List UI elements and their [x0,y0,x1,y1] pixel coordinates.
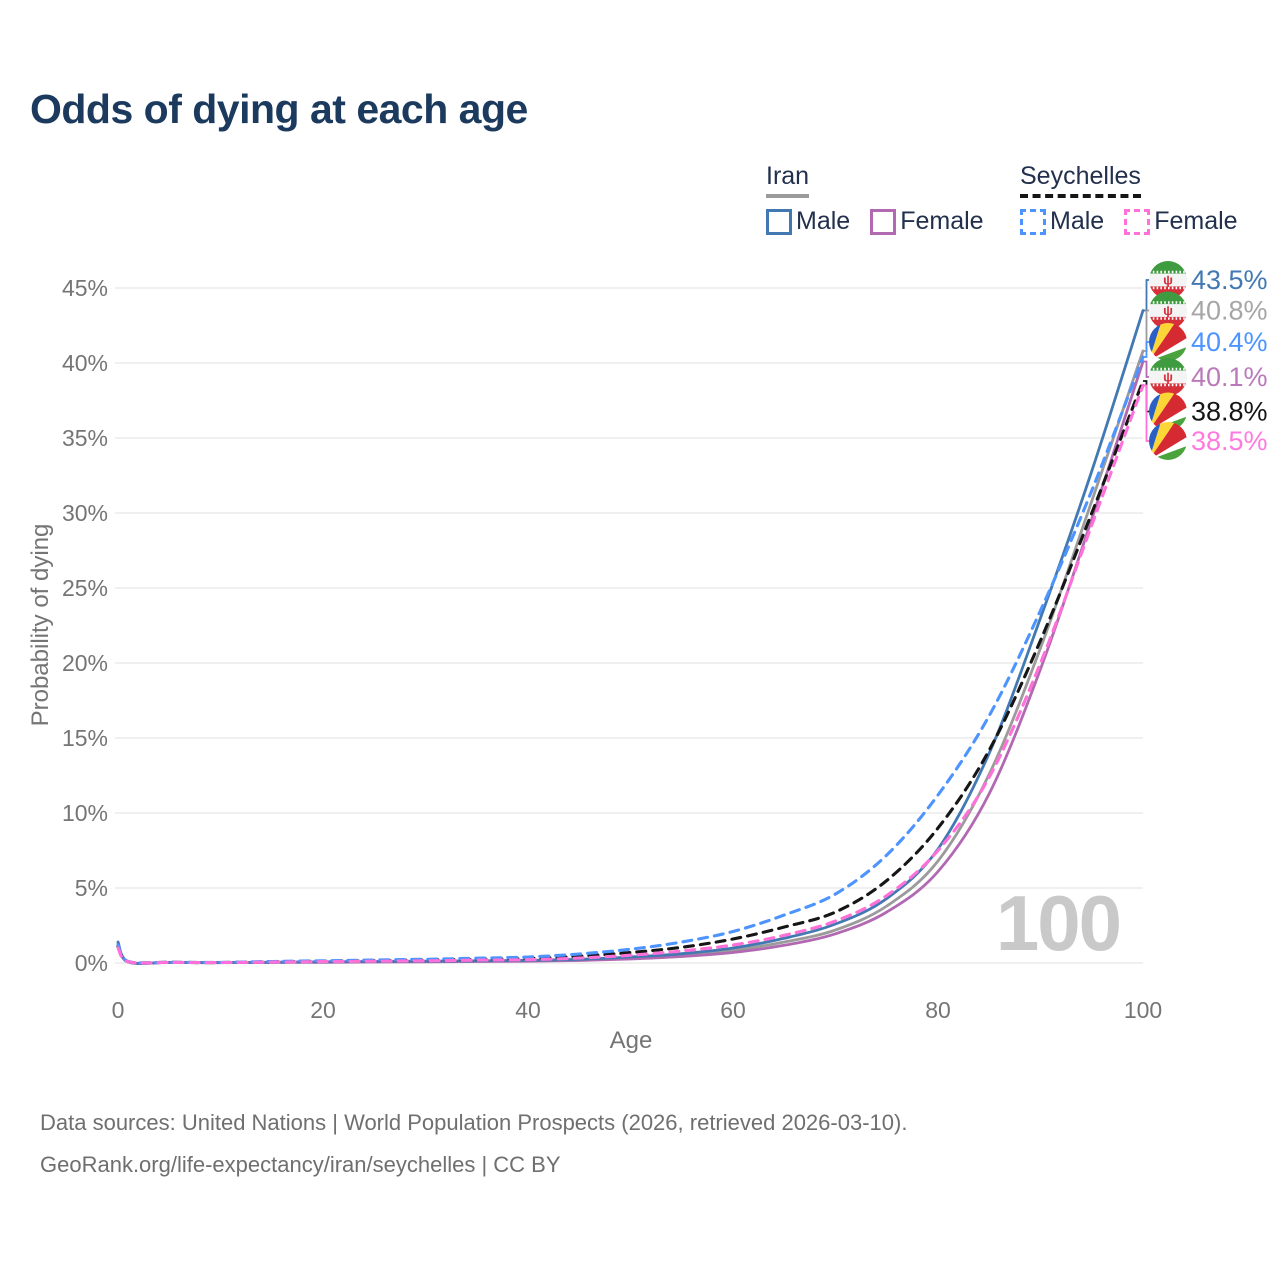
seychelles-flag-icon [1149,323,1187,361]
end-label-connector [1143,279,1150,312]
svg-text:ψ: ψ [1163,370,1173,385]
seychelles-male-swatch-icon[interactable] [1020,208,1046,235]
end-value-label-seychelles-total: 38.8% [1191,397,1268,427]
page-title: Odds of dying at each age [30,86,528,132]
y-tick-label: 10% [62,800,108,826]
seychelles-flag-icon [1149,422,1187,460]
legend-seychelles-female-label[interactable]: Female [1154,207,1238,235]
footer-attribution: GeoRank.org/life-expectancy/iran/seychel… [40,1152,561,1177]
end-value-label-iran-male: 43.5% [1191,265,1268,295]
chart-canvas[interactable]: 0% 5% 10% 15% 20% 25% 30% 35% 40% 45% 0 20 40 60 80 100… [0,0,1280,1090]
y-tick-label: 0% [75,950,108,976]
y-tick-label: 20% [62,650,108,676]
legend-country-seychelles[interactable]: Seychelles [1020,162,1141,198]
footer: Data sources: United Nations | World Pop… [40,1102,907,1186]
iran-flag-icon: ψ [1149,358,1187,396]
end-label-connector [1143,341,1150,358]
x-tick-label: 20 [310,997,336,1023]
y-tick-label: 45% [62,275,108,301]
legend-country-iran[interactable]: Iran [766,162,810,198]
end-value-label-seychelles-male: 40.4% [1191,327,1268,357]
footer-sources: Data sources: United Nations | World Pop… [40,1110,908,1135]
legend-iran-female-label[interactable]: Female [900,207,984,235]
y-tick-label: 15% [62,725,108,751]
x-tick-label: 40 [515,997,541,1023]
y-tick-label: 5% [75,875,108,901]
series-line-iran-total[interactable] [116,349,1145,965]
y-tick-label: 40% [62,350,108,376]
legend-iran-male-label[interactable]: Male [796,207,851,235]
end-label-connector [1143,309,1150,352]
y-tick-label: 35% [62,425,108,451]
x-axis-title: Age [610,1027,653,1054]
iran-female-swatch-icon[interactable] [870,208,897,235]
svg-text:ψ: ψ [1163,273,1173,288]
end-label-connector [1143,384,1150,442]
hover-age-watermark: 100 [996,879,1120,967]
end-value-label-seychelles-female: 38.5% [1191,426,1268,456]
legend-group-iran: Iran Male Female [766,162,1004,236]
legend-row-seychelles: Male Female [1020,207,1258,236]
x-tick-label: 100 [1124,997,1162,1023]
x-tick-label: 0 [112,997,125,1023]
series-line-iran-male[interactable] [116,309,1145,965]
series-line-seychelles-female[interactable] [116,383,1145,965]
end-label-connector [1143,360,1150,378]
series-line-seychelles-male[interactable] [116,355,1145,965]
legend-group-seychelles: Seychelles Male Female [1020,162,1258,236]
x-tick-label: 60 [720,997,746,1023]
svg-text:ψ: ψ [1163,303,1173,318]
x-tick-label: 80 [925,997,951,1023]
series-line-seychelles-total[interactable] [116,379,1145,965]
legend-row-iran: Male Female [766,207,1004,236]
y-tick-label: 30% [62,500,108,526]
y-axis-title: Probability of dying [27,524,54,727]
y-tick-label: 25% [62,575,108,601]
end-value-label-iran-female: 40.1% [1191,362,1268,392]
end-value-label-iran-total: 40.8% [1191,296,1268,326]
legend-seychelles-male-label[interactable]: Male [1050,207,1105,235]
iran-male-swatch-icon[interactable] [766,208,792,235]
seychelles-female-swatch-icon[interactable] [1124,208,1151,235]
